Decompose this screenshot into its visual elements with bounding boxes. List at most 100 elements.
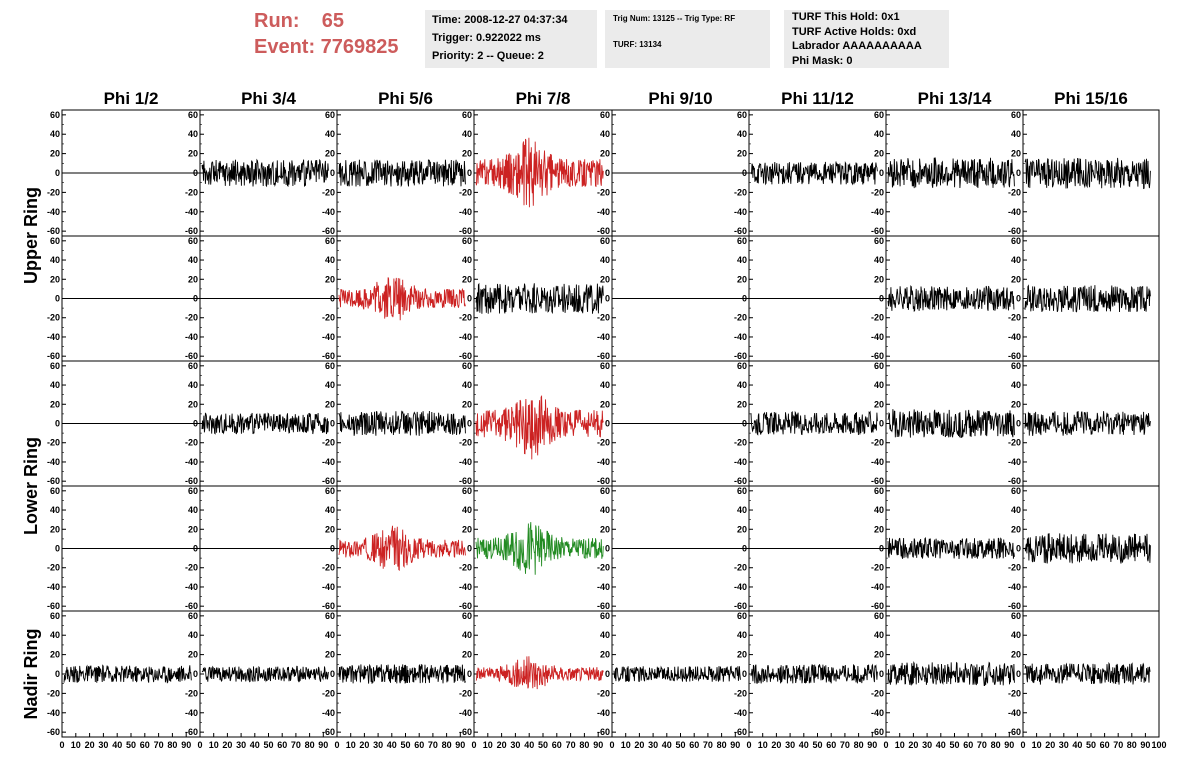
- y-tick-label: 20: [874, 399, 884, 409]
- y-tick-label: 20: [462, 149, 472, 159]
- x-tick-label: 40: [662, 740, 672, 750]
- x-tick-label: 60: [689, 740, 699, 750]
- y-tick-label: 40: [325, 630, 335, 640]
- y-tick-label: -40: [322, 332, 335, 342]
- column-title: Phi 13/14: [918, 89, 992, 108]
- y-tick-label: 60: [462, 486, 472, 496]
- x-tick-label: 50: [812, 740, 822, 750]
- y-tick-label: -40: [322, 457, 335, 467]
- turf-active-holds-text: TURF Active Holds: 0xd: [792, 25, 917, 38]
- y-tick-label: 60: [737, 486, 747, 496]
- y-tick-label: -20: [47, 688, 60, 698]
- waveform-trace: [750, 410, 878, 436]
- y-tick-label: -20: [47, 563, 60, 573]
- y-tick-label: -40: [47, 582, 60, 592]
- y-tick-label: 60: [600, 236, 610, 246]
- y-tick-label: 40: [737, 129, 747, 139]
- y-tick-label: -60: [734, 601, 747, 611]
- y-tick-label: 20: [1011, 274, 1021, 284]
- y-tick-label: 0: [879, 669, 884, 679]
- x-tick-label: 90: [318, 740, 328, 750]
- y-tick-label: 60: [50, 361, 60, 371]
- y-tick-label: 40: [874, 380, 884, 390]
- y-tick-label: -20: [597, 438, 610, 448]
- y-tick-label: 60: [50, 110, 60, 120]
- y-tick-label: 20: [737, 650, 747, 660]
- y-tick-label: -40: [597, 708, 610, 718]
- y-tick-label: 60: [50, 236, 60, 246]
- y-tick-label: -20: [322, 187, 335, 197]
- y-tick-label: -60: [185, 226, 198, 236]
- y-tick-label: 0: [742, 544, 747, 554]
- waveform-trace: [201, 665, 329, 683]
- y-tick-label: 60: [600, 611, 610, 621]
- column-title: Phi 1/2: [104, 89, 159, 108]
- x-tick-label: 10: [895, 740, 905, 750]
- x-tick-label: 60: [963, 740, 973, 750]
- x-tick-label: 30: [98, 740, 108, 750]
- waveform-trace: [338, 410, 466, 436]
- x-tick-label: 70: [291, 740, 301, 750]
- y-tick-label: 60: [874, 236, 884, 246]
- y-tick-label: 20: [50, 274, 60, 284]
- y-tick-label: -20: [185, 313, 198, 323]
- y-tick-label: 60: [50, 611, 60, 621]
- y-tick-label: -20: [734, 438, 747, 448]
- y-tick-label: -20: [1008, 688, 1021, 698]
- y-tick-label: -40: [47, 708, 60, 718]
- ring-label: Upper Ring: [21, 187, 41, 284]
- y-tick-label: 40: [462, 255, 472, 265]
- y-tick-label: -60: [734, 351, 747, 361]
- y-tick-label: 40: [50, 129, 60, 139]
- y-tick-label: 20: [600, 274, 610, 284]
- y-tick-label: -60: [1008, 476, 1021, 486]
- y-tick-label: 60: [600, 361, 610, 371]
- x-tick-label: 90: [730, 740, 740, 750]
- x-tick-label: 10: [1032, 740, 1042, 750]
- x-tick-label: 20: [222, 740, 232, 750]
- y-tick-label: 40: [737, 380, 747, 390]
- y-tick-label: -20: [871, 187, 884, 197]
- y-tick-label: 60: [874, 361, 884, 371]
- y-tick-label: 60: [737, 110, 747, 120]
- y-tick-label: 40: [325, 255, 335, 265]
- y-tick-label: 0: [605, 168, 610, 178]
- waveform-trace: [1024, 157, 1151, 190]
- y-tick-label: 40: [50, 255, 60, 265]
- y-tick-label: 60: [1011, 361, 1021, 371]
- y-tick-label: 40: [50, 505, 60, 515]
- y-tick-label: -20: [1008, 438, 1021, 448]
- waveform-trace: [338, 663, 466, 684]
- y-tick-label: 20: [1011, 399, 1021, 409]
- event-label: Event: 7769825: [254, 36, 399, 58]
- waveform-trace: [475, 522, 604, 575]
- x-tick-label: 30: [785, 740, 795, 750]
- y-tick-label: -20: [322, 313, 335, 323]
- y-tick-label: -40: [1008, 708, 1021, 718]
- y-tick-label: -60: [47, 601, 60, 611]
- y-tick-label: -20: [459, 187, 472, 197]
- y-tick-label: 60: [1011, 236, 1021, 246]
- y-tick-label: 20: [462, 274, 472, 284]
- x-tick-label: 20: [634, 740, 644, 750]
- x-tick-label: 70: [428, 740, 438, 750]
- waveform-trace: [201, 412, 329, 435]
- y-tick-label: -60: [322, 476, 335, 486]
- waveform-trace: [475, 394, 604, 460]
- x-tick-label: 0: [746, 740, 751, 750]
- y-tick-label: 60: [325, 361, 335, 371]
- waveform-trace: [750, 160, 878, 186]
- panel-frame: [199, 360, 338, 487]
- y-tick-label: 20: [1011, 650, 1021, 660]
- ring-label: Nadir Ring: [21, 628, 41, 719]
- y-tick-label: 60: [325, 110, 335, 120]
- y-tick-label: 60: [50, 486, 60, 496]
- y-tick-label: -60: [322, 601, 335, 611]
- y-tick-label: -60: [1008, 226, 1021, 236]
- y-tick-label: -60: [47, 727, 60, 737]
- x-tick-label: 0: [334, 740, 339, 750]
- x-tick-label: 10: [209, 740, 219, 750]
- y-tick-label: -40: [734, 708, 747, 718]
- y-tick-label: 0: [605, 294, 610, 304]
- x-tick-label: 90: [593, 740, 603, 750]
